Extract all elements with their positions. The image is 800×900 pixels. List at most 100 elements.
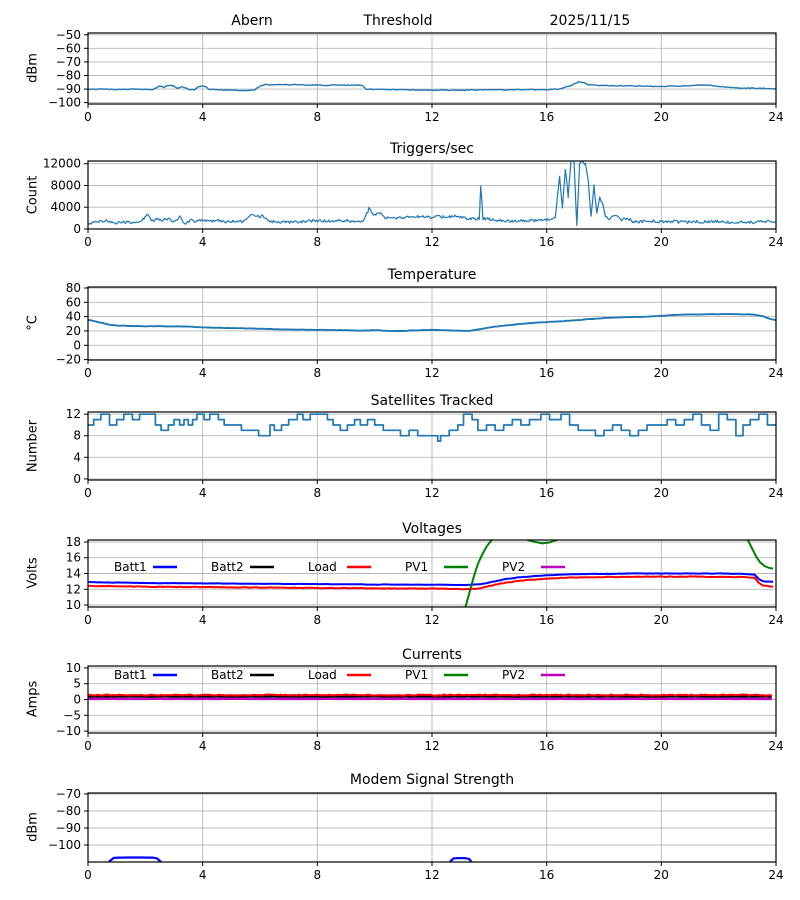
axis-ticks: 0 4 8 12 16 20 24 0 4 8 12 bbox=[66, 407, 784, 500]
x-tick-label: 8 bbox=[313, 486, 321, 500]
x-tick-label: 4 bbox=[199, 366, 207, 380]
y-tick-label: 0 bbox=[73, 222, 81, 236]
x-tick-label: 8 bbox=[313, 739, 321, 753]
axis-ticks: 0 4 8 12 16 20 24 −100 −90 −80 −70 bbox=[48, 787, 784, 882]
y-tick-label: −70 bbox=[56, 55, 81, 69]
y-tick-label: 18 bbox=[66, 535, 81, 549]
x-tick-label: 12 bbox=[424, 613, 439, 627]
x-tick-label: 4 bbox=[199, 868, 207, 882]
x-tick-label: 16 bbox=[539, 110, 554, 124]
threshold-line bbox=[88, 81, 776, 92]
x-tick-label: 24 bbox=[768, 739, 783, 753]
grid-lines bbox=[87, 33, 777, 104]
ylabel-voltages: Volts bbox=[25, 557, 41, 589]
ylabel-threshold: dBm bbox=[25, 53, 41, 83]
y-tick-label: −80 bbox=[56, 804, 81, 818]
ylabel-currents: Amps bbox=[25, 680, 41, 718]
ylabel-triggers: Count bbox=[25, 175, 41, 215]
y-tick-label: −50 bbox=[56, 28, 81, 42]
legend: Batt1 Batt2 Load PV1 PV2 bbox=[114, 668, 565, 682]
axis-ticks: 0 4 8 12 16 20 24 0 4000 8000 12000 bbox=[43, 157, 784, 249]
x-tick-label: 20 bbox=[654, 110, 669, 124]
temperature-line bbox=[88, 313, 776, 333]
x-tick-label: 0 bbox=[84, 486, 92, 500]
header-date: 2025/11/15 bbox=[549, 13, 631, 29]
x-tick-label: 24 bbox=[768, 235, 783, 249]
legend-label-pv1: PV1 bbox=[405, 668, 428, 682]
y-tick-label: 8000 bbox=[50, 179, 81, 193]
x-tick-label: 4 bbox=[199, 110, 207, 124]
x-tick-label: 12 bbox=[424, 366, 439, 380]
legend-label-pv2: PV2 bbox=[502, 560, 525, 574]
y-tick-label: −70 bbox=[56, 787, 81, 801]
x-tick-label: 20 bbox=[654, 868, 669, 882]
legend-label-batt2: Batt2 bbox=[211, 668, 244, 682]
x-tick-label: 4 bbox=[199, 739, 207, 753]
x-tick-label: 0 bbox=[84, 868, 92, 882]
y-tick-label: 12 bbox=[66, 582, 81, 596]
axis-ticks: 0 4 8 12 16 20 24 −100−90−80−70−60−50 bbox=[48, 28, 784, 124]
chart-title-currents: Currents bbox=[402, 647, 462, 663]
ylabel-temperature: °C bbox=[25, 315, 41, 331]
legend-label-load: Load bbox=[308, 668, 337, 682]
y-tick-label: −60 bbox=[56, 41, 81, 55]
chart-title-modem: Modem Signal Strength bbox=[349, 772, 515, 788]
x-tick-label: 24 bbox=[768, 868, 783, 882]
y-tick-label: 12 bbox=[66, 407, 81, 421]
x-tick-label: 8 bbox=[313, 110, 321, 124]
x-tick-label: 8 bbox=[313, 613, 321, 627]
y-tick-label: 14 bbox=[66, 567, 81, 581]
x-tick-label: 20 bbox=[654, 739, 669, 753]
chart-title-voltages: Voltages bbox=[402, 521, 462, 537]
y-tick-label: −80 bbox=[56, 69, 81, 83]
load-volts-line bbox=[88, 575, 774, 591]
x-tick-label: 24 bbox=[768, 613, 783, 627]
x-tick-label: 16 bbox=[539, 739, 554, 753]
y-tick-label: 12000 bbox=[43, 157, 81, 171]
y-tick-label: −20 bbox=[56, 353, 81, 367]
satellites-chart: 0 4 8 12 16 20 24 0 4 8 12 bbox=[66, 407, 784, 500]
x-tick-label: 8 bbox=[313, 235, 321, 249]
x-tick-label: 20 bbox=[654, 235, 669, 249]
modem-chart: 0 4 8 12 16 20 24 −100 −90 −80 −70 bbox=[48, 787, 784, 882]
legend-label-pv1: PV1 bbox=[405, 560, 428, 574]
x-tick-label: 24 bbox=[768, 486, 783, 500]
legend-label-batt1: Batt1 bbox=[114, 560, 147, 574]
y-tick-label: 40 bbox=[66, 310, 81, 324]
threshold-chart: 0 4 8 12 16 20 24 −100−90−80−70−60−50 bbox=[48, 28, 784, 124]
x-tick-label: 8 bbox=[313, 366, 321, 380]
y-tick-label: 16 bbox=[66, 551, 81, 565]
grid-lines bbox=[87, 793, 777, 862]
chart-title-satellites: Satellites Tracked bbox=[370, 393, 494, 409]
y-tick-label: 5 bbox=[73, 677, 81, 691]
satellites-line bbox=[88, 413, 776, 442]
x-tick-label: 0 bbox=[84, 366, 92, 380]
y-tick-label: −5 bbox=[63, 708, 81, 722]
x-tick-label: 24 bbox=[768, 110, 783, 124]
triggers-line bbox=[88, 161, 776, 227]
x-tick-label: 16 bbox=[539, 366, 554, 380]
x-tick-label: 20 bbox=[654, 366, 669, 380]
legend-label-pv2: PV2 bbox=[502, 668, 525, 682]
x-tick-label: 16 bbox=[539, 868, 554, 882]
y-tick-label: −90 bbox=[56, 82, 81, 96]
triggers-chart: 0 4 8 12 16 20 24 0 4000 8000 12000 bbox=[43, 157, 784, 249]
x-tick-label: 0 bbox=[84, 110, 92, 124]
y-tick-label: 20 bbox=[66, 324, 81, 338]
x-tick-label: 0 bbox=[84, 613, 92, 627]
ylabel-satellites: Number bbox=[25, 419, 41, 473]
y-tick-label: 0 bbox=[73, 693, 81, 707]
x-tick-label: 16 bbox=[539, 486, 554, 500]
x-tick-label: 24 bbox=[768, 366, 783, 380]
x-tick-label: 20 bbox=[654, 613, 669, 627]
x-tick-label: 12 bbox=[424, 868, 439, 882]
y-tick-label: 80 bbox=[66, 281, 81, 295]
chart-title-triggers: Triggers/sec bbox=[390, 141, 474, 157]
